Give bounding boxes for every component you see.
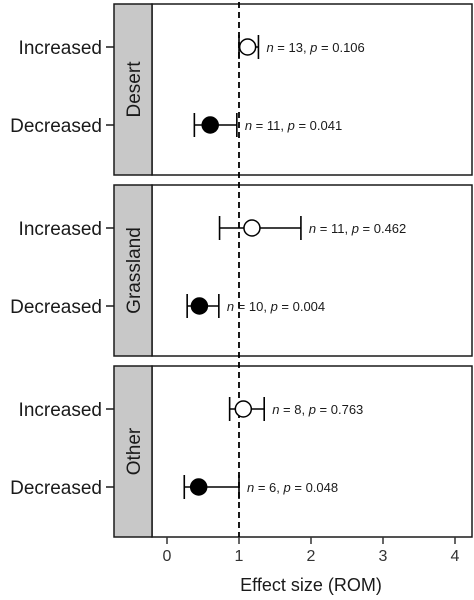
annotation-desert-increased: n = 13, p = 0.106: [266, 40, 364, 55]
panel-box-desert: [151, 3, 473, 176]
x-tick-label-0: 0: [163, 548, 172, 565]
point-estimate-grassland-decreased: [190, 297, 209, 315]
annotation-eq1-other-increased: = 8,: [279, 402, 308, 417]
annotation-eq1-grassland-increased: = 11,: [316, 221, 352, 236]
x-tick-label-2: 2: [307, 548, 316, 565]
annotation-p-desert-increased: p: [309, 40, 317, 55]
point-estimate-other-decreased: [189, 478, 208, 496]
annotation-n-other-increased: n: [272, 402, 279, 417]
x-tick-label-3: 3: [379, 548, 388, 565]
point-estimate-desert-increased: [238, 38, 257, 56]
category-label-grassland-increased: Increased: [19, 219, 102, 240]
annotation-n-desert-decreased: n: [245, 118, 252, 133]
annotation-n-other-decreased: n: [247, 480, 254, 495]
annotation-grassland-increased: n = 11, p = 0.462: [309, 221, 406, 236]
strip-desert: [113, 3, 153, 176]
annotation-p-grassland-increased: p: [351, 221, 359, 236]
annotation-p-desert-decreased: p: [287, 118, 295, 133]
annotation-eq2-desert-decreased: = 0.041: [295, 118, 342, 133]
category-label-grassland-decreased: Decreased: [10, 297, 102, 318]
annotation-n-desert-increased: n: [266, 40, 273, 55]
annotation-eq2-other-increased: = 0.763: [316, 402, 363, 417]
point-estimate-grassland-increased: [243, 219, 261, 237]
annotation-eq2-other-decreased: = 0.048: [291, 480, 338, 495]
point-estimate-other-increased: [234, 400, 253, 418]
annotation-p-grassland-decreased: p: [270, 299, 278, 314]
x-axis-title: Effect size (ROM): [240, 575, 382, 595]
annotation-n-grassland-increased: n: [309, 221, 316, 236]
x-tick-label-4: 4: [451, 548, 460, 565]
annotation-grassland-decreased: n = 10, p = 0.004: [227, 299, 325, 314]
annotation-n-grassland-decreased: n: [227, 299, 234, 314]
panel-box-grassland: [151, 184, 473, 357]
annotation-other-increased: n = 8, p = 0.763: [272, 402, 363, 417]
annotation-p-other-increased: p: [308, 402, 316, 417]
annotation-eq1-other-decreased: = 6,: [254, 480, 283, 495]
category-label-other-decreased: Decreased: [10, 478, 102, 499]
panel-box-other: [151, 365, 473, 538]
category-label-other-increased: Increased: [19, 400, 102, 421]
annotation-eq1-desert-decreased: = 11,: [252, 118, 288, 133]
annotation-p-other-decreased: p: [283, 480, 291, 495]
annotation-other-decreased: n = 6, p = 0.048: [247, 480, 338, 495]
annotation-eq2-desert-increased: = 0.106: [317, 40, 364, 55]
category-label-desert-increased: Increased: [19, 38, 102, 59]
annotation-eq2-grassland-decreased: = 0.004: [278, 299, 325, 314]
x-axis: 0 1 2 3 4: [163, 537, 460, 565]
annotation-eq2-grassland-increased: = 0.462: [359, 221, 406, 236]
strip-grassland: [113, 184, 153, 357]
strip-label-grassland: Grassland: [124, 227, 145, 314]
annotation-eq1-desert-increased: = 13,: [274, 40, 311, 55]
point-estimate-desert-decreased: [201, 116, 219, 134]
strip-other: [113, 365, 153, 538]
annotation-eq1-grassland-decreased: = 10,: [234, 299, 271, 314]
x-tick-label-1: 1: [235, 548, 244, 565]
annotation-desert-decreased: n = 11, p = 0.041: [245, 118, 342, 133]
category-label-desert-decreased: Decreased: [10, 116, 102, 137]
strip-label-desert: Desert: [124, 61, 145, 118]
panels-layer: Desert Increased Decreased Grassland Increas…: [10, 3, 473, 538]
strip-label-other: Other: [124, 427, 145, 475]
